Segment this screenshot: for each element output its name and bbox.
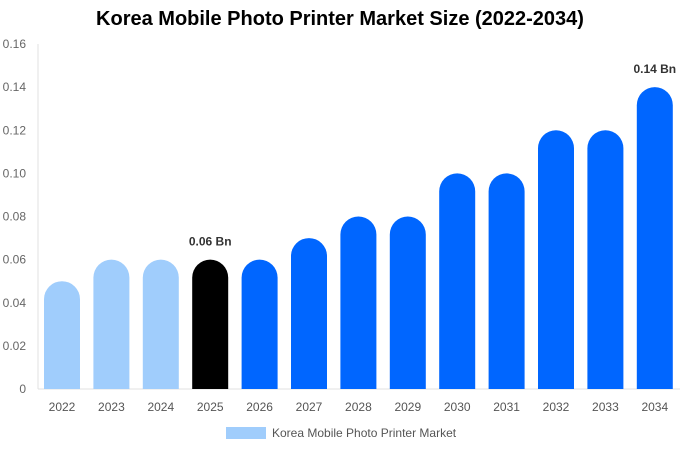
x-tick-label: 2027 (296, 400, 323, 414)
x-tick-label: 2034 (641, 400, 668, 414)
bar-2034[interactable] (636, 87, 673, 389)
bar-2033[interactable] (587, 130, 624, 390)
x-tick-label: 2029 (394, 400, 421, 414)
bar-2027[interactable] (291, 238, 327, 389)
x-tick-label: 2023 (98, 400, 125, 414)
x-tick-label: 2032 (543, 400, 570, 414)
x-tick-label: 2026 (246, 400, 273, 414)
y-tick-label: 0.16 (3, 37, 27, 51)
x-tick-label: 2031 (493, 400, 520, 414)
x-tick-label: 2025 (197, 400, 224, 414)
bar-2022[interactable] (44, 281, 80, 389)
bar-2030[interactable] (439, 173, 476, 389)
bar-2025[interactable] (192, 259, 229, 389)
y-tick-label: 0.06 (3, 253, 27, 267)
y-tick-label: 0.10 (3, 166, 27, 180)
x-tick-label: 2028 (345, 400, 372, 414)
legend-label: Korea Mobile Photo Printer Market (272, 426, 457, 440)
y-tick-label: 0.08 (3, 210, 27, 224)
data-label: 0.06 Bn (189, 235, 232, 249)
bar-2032[interactable] (538, 130, 574, 390)
y-tick-label: 0.12 (3, 123, 27, 137)
x-tick-label: 2030 (444, 400, 471, 414)
y-tick-label: 0.04 (3, 296, 27, 310)
legend[interactable]: Korea Mobile Photo Printer Market (226, 426, 456, 440)
data-labels: 0.06 Bn 0.14 Bn (189, 62, 676, 249)
bar-2028[interactable] (340, 216, 377, 390)
bar-2023[interactable] (93, 259, 130, 389)
chart-title: Korea Mobile Photo Printer Market Size (… (96, 8, 584, 30)
y-tick-label: 0 (19, 382, 26, 396)
x-axis: 2022 2023 2024 2025 2026 2027 2028 2029 2030 2031… (49, 400, 669, 414)
y-tick-label: 0.14 (3, 80, 27, 94)
x-tick-label: 2033 (592, 400, 619, 414)
bar-2024[interactable] (142, 259, 179, 389)
x-tick-label: 2022 (49, 400, 76, 414)
bar-2031[interactable] (488, 173, 525, 389)
bars (44, 87, 673, 390)
data-label: 0.14 Bn (633, 62, 676, 76)
y-tick-label: 0.02 (3, 339, 27, 353)
bar-2026[interactable] (241, 259, 278, 389)
x-tick-label: 2024 (147, 400, 174, 414)
legend-swatch (226, 427, 266, 439)
bar-2029[interactable] (389, 216, 426, 390)
